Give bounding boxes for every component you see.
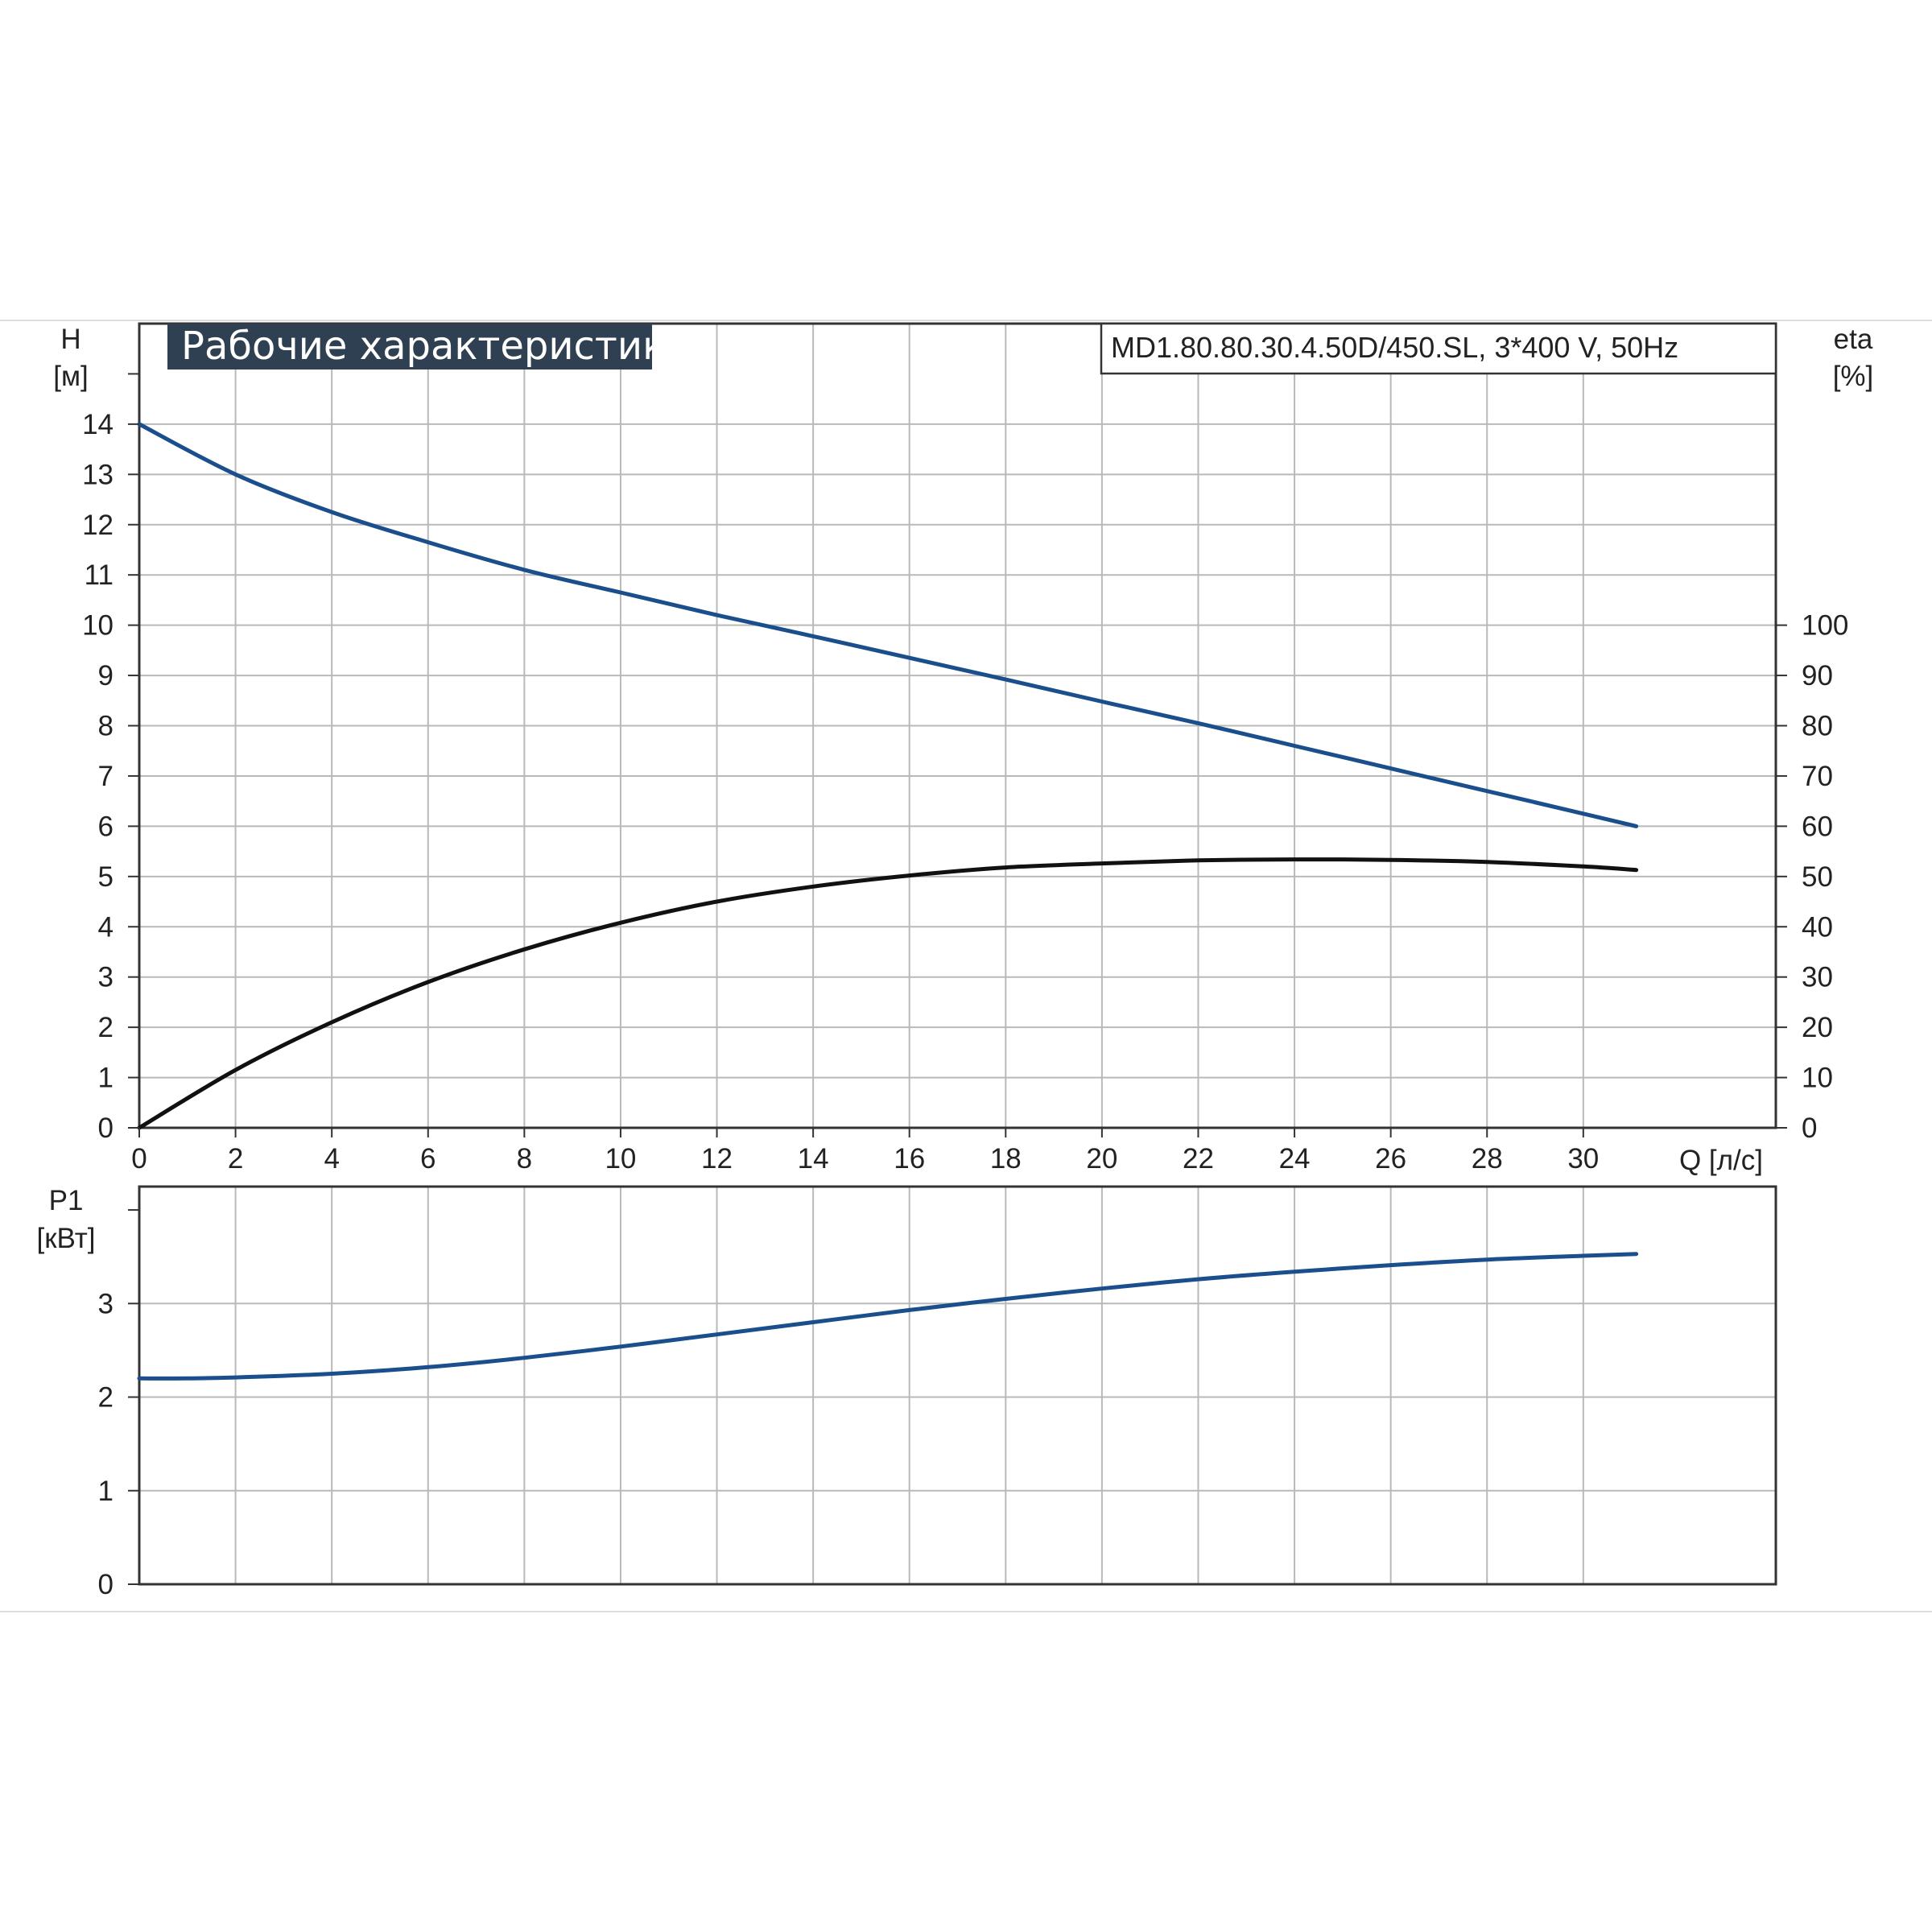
- y-left-tick-label: 12: [82, 510, 114, 541]
- x-tick-label: 10: [605, 1143, 636, 1174]
- power-y-tick-labels: 0 1 2 3: [98, 1209, 139, 1600]
- x-tick-label: 0: [131, 1143, 147, 1174]
- y-right-tick-label: 0: [1802, 1113, 1817, 1144]
- y-left-tick-label: 1: [98, 1063, 114, 1094]
- x-tick-label: 2: [228, 1143, 243, 1174]
- model-label: MD1.80.80.30.4.50D/450.SL, 3*400 V, 50Hz: [1111, 331, 1678, 364]
- performance-grid: [138, 324, 1776, 1129]
- y-right-tick-label: 10: [1802, 1063, 1833, 1094]
- y-left-label-symbol: H: [60, 324, 80, 355]
- x-tick-label: 12: [701, 1143, 733, 1174]
- y-right-tick-label: 100: [1802, 610, 1848, 642]
- power-y-tick-label: 0: [98, 1569, 114, 1600]
- x-tick-label: 6: [420, 1143, 436, 1174]
- x-tick-label: 16: [894, 1143, 925, 1174]
- y-right-label-unit: [%]: [1833, 361, 1874, 392]
- power-y-label-unit: [кВт]: [37, 1223, 96, 1254]
- x-tick-label: 18: [990, 1143, 1022, 1174]
- y-right-tick-labels: 0 10 20 30 40 50 60 70 80 90 100: [1776, 610, 1848, 1144]
- y-right-tick-label: 90: [1802, 660, 1833, 691]
- efficiency-curve: [137, 857, 1639, 1130]
- x-tick-label: 24: [1279, 1143, 1311, 1174]
- x-tick-label: 14: [798, 1143, 829, 1174]
- y-left-tick-label: 4: [98, 911, 114, 943]
- y-left-tick-label: 3: [98, 962, 114, 993]
- y-right-tick-label: 60: [1802, 811, 1833, 842]
- y-right-tick-label: 80: [1802, 711, 1833, 742]
- y-right-tick-label: 40: [1802, 911, 1833, 943]
- y-left-label-unit: [м]: [53, 361, 89, 392]
- power-series: [137, 1252, 1639, 1381]
- y-left-tick-label: 11: [85, 559, 114, 591]
- y-right-tick-label: 50: [1802, 861, 1833, 893]
- y-right-tick-label: 20: [1802, 1012, 1833, 1043]
- y-right-tick-label: 30: [1802, 962, 1833, 993]
- x-axis-label: Q [л/с]: [1679, 1145, 1763, 1176]
- x-tick-label: 4: [324, 1143, 339, 1174]
- power-y-tick-label: 1: [98, 1476, 114, 1507]
- power-y-tick-label: 2: [98, 1382, 114, 1414]
- power-grid: [138, 1187, 1776, 1585]
- power-y-label-symbol: P1: [49, 1185, 84, 1216]
- model-label-box: [1100, 322, 1777, 375]
- chart-title: Рабочие характеристики: [181, 324, 691, 369]
- x-tick-labels: 0 2 4 6 8 10 12 14 16 18 20 22 24 26 28 30: [131, 1128, 1599, 1174]
- x-tick-label: 8: [517, 1143, 532, 1174]
- y-right-tick-label: 70: [1802, 761, 1833, 792]
- y-left-tick-label: 6: [98, 811, 114, 842]
- y-left-tick-label: 0: [98, 1113, 114, 1144]
- head-curve: [137, 422, 1639, 828]
- x-tick-label: 30: [1567, 1143, 1599, 1174]
- y-right-label-symbol: eta: [1834, 324, 1873, 355]
- y-left-tick-label: 14: [82, 409, 114, 440]
- y-left-tick-label: 13: [82, 459, 114, 490]
- x-tick-label: 20: [1086, 1143, 1117, 1174]
- performance-series: [137, 422, 1639, 1130]
- y-left-tick-label: 10: [82, 610, 114, 642]
- y-left-tick-label: 7: [98, 761, 114, 792]
- power-y-tick-label: 3: [98, 1288, 114, 1319]
- x-tick-label: 26: [1375, 1143, 1406, 1174]
- y-left-tick-label: 2: [98, 1012, 114, 1043]
- y-left-tick-label: 8: [98, 711, 114, 742]
- x-tick-label: 22: [1183, 1143, 1214, 1174]
- p1-curve: [137, 1252, 1639, 1381]
- power-plot-frame: [138, 1185, 1777, 1586]
- chart-title-box: [167, 324, 652, 369]
- x-tick-label: 28: [1472, 1143, 1503, 1174]
- y-left-tick-label: 9: [98, 660, 114, 691]
- y-left-tick-label: 5: [98, 861, 114, 893]
